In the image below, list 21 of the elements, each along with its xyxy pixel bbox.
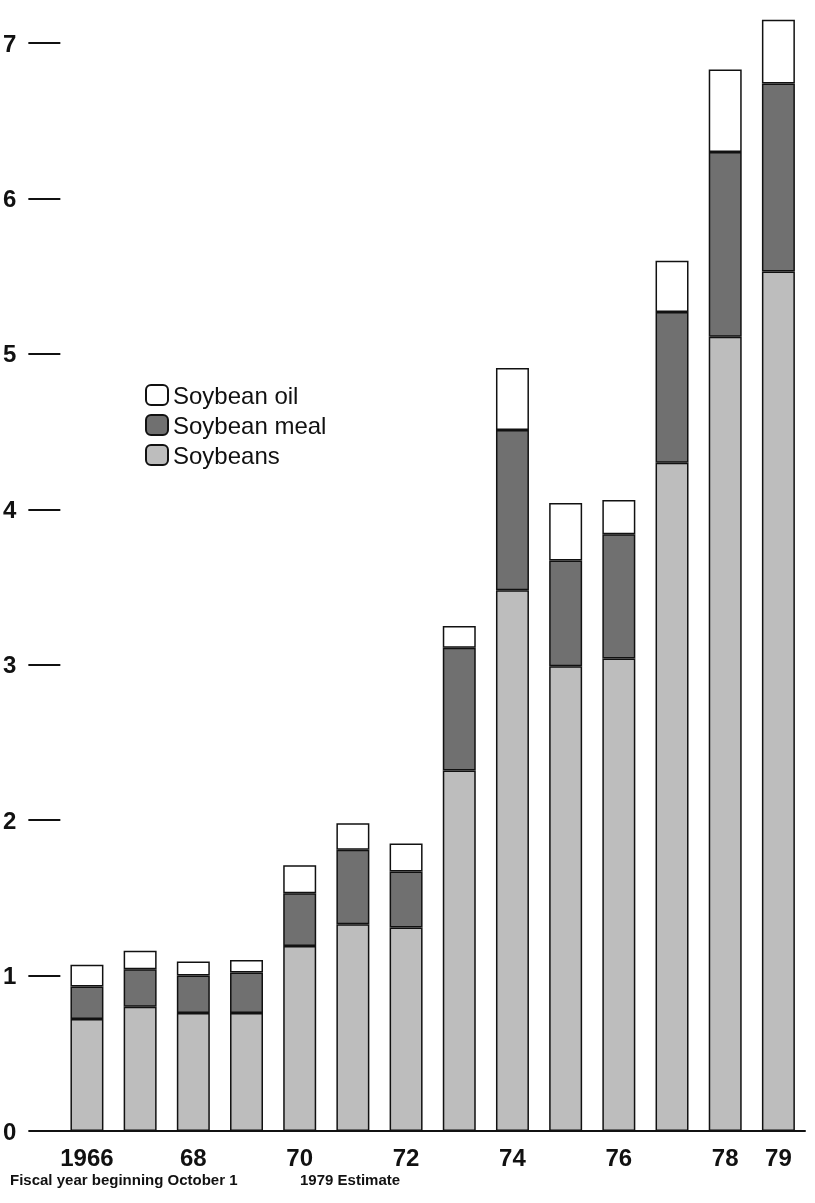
x-tick-label: 78 xyxy=(711,1143,739,1171)
x-tick-label: 68 xyxy=(179,1143,207,1171)
y-tick-label: 0 xyxy=(2,1117,17,1145)
y-tick-label: 2 xyxy=(2,806,17,834)
legend-label: Soybean meal xyxy=(173,411,327,439)
text: 1979 Estimate xyxy=(300,1171,401,1188)
x-tick-label: 74 xyxy=(499,1143,527,1171)
text: Fiscal year beginning October 1 xyxy=(10,1171,238,1188)
y-tick-label: 6 xyxy=(2,185,17,212)
y-tick-label: 7 xyxy=(2,29,17,57)
y-tick-label: 3 xyxy=(2,651,17,679)
y-tick-label: 5 xyxy=(2,340,17,368)
legend-label: Soybean oil xyxy=(173,381,299,409)
x-tick-label: 1966 xyxy=(60,1143,114,1171)
x-tick-label: 79 xyxy=(765,1143,792,1171)
y-tick-label: 1 xyxy=(2,962,17,990)
legend-label: Soybeans xyxy=(173,441,280,469)
x-tick-label: 72 xyxy=(392,1143,420,1171)
y-tick-label: 4 xyxy=(2,495,17,523)
x-tick-label: 76 xyxy=(605,1143,633,1171)
x-tick-label: 70 xyxy=(286,1143,314,1171)
